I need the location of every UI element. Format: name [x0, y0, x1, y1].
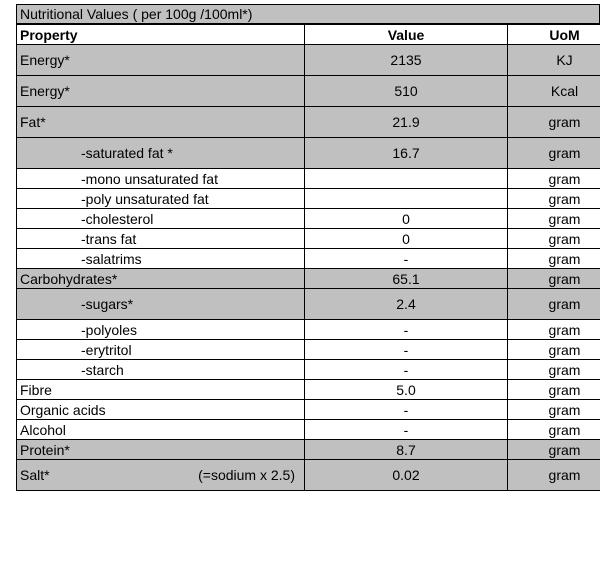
- row-value: -: [304, 339, 508, 360]
- table-row: -poly unsaturated fat gram: [16, 188, 600, 209]
- row-uom: gram: [507, 106, 600, 138]
- table-row: -cholesterol 0 gram: [16, 208, 600, 229]
- header-uom: UoM: [507, 24, 600, 45]
- row-value: [304, 168, 508, 189]
- row-property: -cholesterol: [16, 208, 305, 229]
- table-row: Energy* 510 Kcal: [16, 75, 600, 107]
- table-row: Fat* 21.9 gram: [16, 106, 600, 138]
- table-row: -saturated fat * 16.7 gram: [16, 137, 600, 169]
- row-uom: gram: [507, 419, 600, 440]
- row-uom: gram: [507, 268, 600, 289]
- row-property: Salt* (=sodium x 2.5): [16, 459, 305, 491]
- row-uom: gram: [507, 459, 600, 491]
- row-value: 0: [304, 208, 508, 229]
- row-value: 2135: [304, 44, 508, 76]
- row-uom: gram: [507, 168, 600, 189]
- row-value: 8.7: [304, 439, 508, 460]
- row-property: -saturated fat *: [16, 137, 305, 169]
- table-row: Organic acids - gram: [16, 399, 600, 420]
- table-row: Salt* (=sodium x 2.5) 0.02 gram: [16, 459, 600, 491]
- row-property: -trans fat: [16, 228, 305, 249]
- row-property: Alcohol: [16, 419, 305, 440]
- table-row: Alcohol - gram: [16, 419, 600, 440]
- row-uom: KJ: [507, 44, 600, 76]
- row-value: [304, 188, 508, 209]
- row-uom: gram: [507, 208, 600, 229]
- table-row: Fibre 5.0 gram: [16, 379, 600, 400]
- row-value: 5.0: [304, 379, 508, 400]
- row-uom: gram: [507, 379, 600, 400]
- table-row: -erytritol - gram: [16, 339, 600, 360]
- table-row: -starch - gram: [16, 359, 600, 380]
- row-uom: gram: [507, 248, 600, 269]
- row-value: 2.4: [304, 288, 508, 320]
- header-value: Value: [304, 24, 508, 45]
- header-row: Property Value UoM: [16, 24, 600, 45]
- sodium-note: (=sodium x 2.5): [198, 467, 295, 483]
- row-uom: gram: [507, 439, 600, 460]
- row-property: Fat*: [16, 106, 305, 138]
- row-uom: gram: [507, 339, 600, 360]
- row-uom: gram: [507, 319, 600, 340]
- row-uom: Kcal: [507, 75, 600, 107]
- row-value: -: [304, 359, 508, 380]
- row-property: -poly unsaturated fat: [16, 188, 305, 209]
- row-uom: gram: [507, 137, 600, 169]
- row-property-label: Salt*: [20, 467, 50, 483]
- table-row: -salatrims - gram: [16, 248, 600, 269]
- table-row: Carbohydrates* 65.1 gram: [16, 268, 600, 289]
- table-row: -mono unsaturated fat gram: [16, 168, 600, 189]
- row-property: -starch: [16, 359, 305, 380]
- row-property: Protein*: [16, 439, 305, 460]
- row-property: Fibre: [16, 379, 305, 400]
- row-uom: gram: [507, 228, 600, 249]
- row-value: 21.9: [304, 106, 508, 138]
- row-uom: gram: [507, 288, 600, 320]
- table-title: Nutritional Values ( per 100g /100ml*): [16, 4, 600, 24]
- row-value: -: [304, 419, 508, 440]
- row-property: Energy*: [16, 44, 305, 76]
- row-uom: gram: [507, 399, 600, 420]
- row-uom: gram: [507, 359, 600, 380]
- row-value: 16.7: [304, 137, 508, 169]
- row-property: -polyoles: [16, 319, 305, 340]
- table-row: -trans fat 0 gram: [16, 228, 600, 249]
- row-value: -: [304, 399, 508, 420]
- row-value: -: [304, 248, 508, 269]
- row-property: -mono unsaturated fat: [16, 168, 305, 189]
- row-property: Organic acids: [16, 399, 305, 420]
- row-uom: gram: [507, 188, 600, 209]
- row-property: Carbohydrates*: [16, 268, 305, 289]
- row-value: 0.02: [304, 459, 508, 491]
- nutrition-table: Property Value UoM Energy* 2135 KJ Energ…: [16, 24, 600, 491]
- table-row: Protein* 8.7 gram: [16, 439, 600, 460]
- row-property: -sugars*: [16, 288, 305, 320]
- header-property: Property: [16, 24, 305, 45]
- row-value: 65.1: [304, 268, 508, 289]
- row-value: 510: [304, 75, 508, 107]
- table-row: -polyoles - gram: [16, 319, 600, 340]
- row-property: -salatrims: [16, 248, 305, 269]
- table-row: -sugars* 2.4 gram: [16, 288, 600, 320]
- row-property: Energy*: [16, 75, 305, 107]
- row-value: 0: [304, 228, 508, 249]
- table-row: Energy* 2135 KJ: [16, 44, 600, 76]
- row-value: -: [304, 319, 508, 340]
- row-property: -erytritol: [16, 339, 305, 360]
